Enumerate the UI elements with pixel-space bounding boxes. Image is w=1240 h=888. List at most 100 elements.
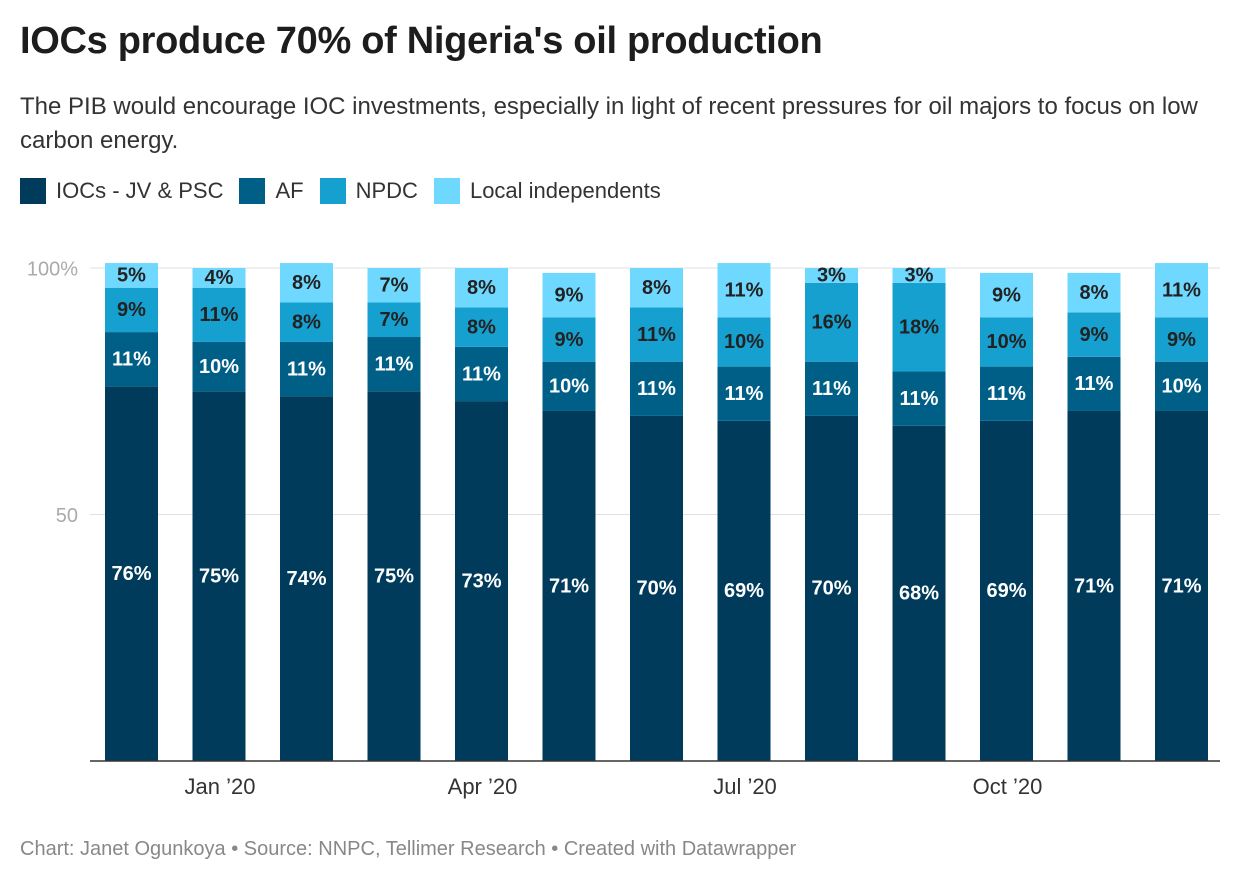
bar-segment (892, 371, 946, 426)
bar-segment (105, 332, 158, 387)
data-label: 8% (467, 316, 496, 338)
data-label: 9% (992, 284, 1021, 306)
data-label: 10% (724, 331, 764, 353)
data-label: 11% (375, 353, 414, 375)
bar-segment (192, 287, 246, 342)
x-tick-label: Jul ’20 (713, 774, 777, 799)
bar-segment (455, 307, 508, 347)
bar-segment (980, 272, 1033, 318)
bar-segment (1155, 410, 1208, 761)
data-label: 10% (199, 356, 239, 378)
bar-segment (1067, 272, 1121, 313)
bar-segment (192, 391, 246, 761)
data-label: 74% (286, 568, 326, 590)
data-label: 8% (292, 312, 321, 334)
bar-segment (1155, 361, 1208, 411)
data-label: 9% (555, 284, 584, 306)
bar-segment (280, 341, 333, 397)
data-label: 70% (811, 578, 851, 600)
bar-segment (717, 317, 771, 367)
legend-item-local: Local independents (433, 178, 661, 204)
data-label: 73% (461, 570, 501, 592)
bar-segment (367, 337, 421, 392)
legend-item-npdc: NPDC (319, 178, 418, 204)
data-label: 11% (725, 279, 764, 301)
bar-segment (630, 361, 683, 416)
data-label: 4% (205, 267, 234, 289)
y-tick-label: 100% (27, 258, 78, 280)
data-label: 16% (811, 312, 851, 334)
bar-segment (805, 282, 858, 362)
data-label: 11% (287, 358, 326, 380)
data-label: 10% (1161, 376, 1201, 398)
bar-segment (892, 282, 946, 372)
y-tick-label: 50 (56, 505, 78, 527)
legend-item-iocs: IOCs - JV & PSC (20, 178, 223, 204)
bar-segment (980, 317, 1033, 367)
bar-segment (542, 361, 596, 411)
data-label: 69% (986, 580, 1026, 602)
data-label: 11% (812, 378, 851, 400)
legend-label-af: AF (275, 178, 304, 203)
data-label: 68% (899, 583, 939, 605)
data-label: 7% (380, 275, 409, 297)
bar-segment (542, 317, 596, 362)
bar-segment (542, 410, 596, 761)
bar-segment (542, 272, 596, 318)
bar-segment (630, 307, 683, 362)
bar-segment (280, 302, 333, 342)
data-label: 11% (725, 383, 764, 405)
data-label: 3% (905, 265, 934, 287)
data-label: 11% (200, 304, 239, 326)
legend-swatch-local (433, 178, 460, 204)
data-label: 9% (1080, 324, 1109, 346)
bar-segment (1067, 312, 1121, 357)
data-label: 11% (637, 378, 676, 400)
data-label: 11% (1075, 373, 1114, 395)
legend-label-local: Local independents (469, 178, 661, 203)
data-label: 8% (467, 277, 496, 299)
data-label: 8% (292, 272, 321, 294)
bar-segment (105, 287, 158, 333)
bar-segment (892, 268, 946, 283)
legend-swatch-iocs (20, 178, 46, 204)
bar-segment (280, 263, 333, 303)
bar-segment (455, 401, 508, 761)
data-label: 70% (636, 578, 676, 600)
data-label: 7% (380, 309, 409, 331)
data-label: 18% (899, 316, 939, 338)
data-label: 9% (555, 329, 584, 351)
bar-segment (105, 386, 158, 761)
bar-segment (367, 391, 421, 761)
data-label: 3% (817, 265, 846, 287)
chart-footer: Chart: Janet Ogunkoya • Source: NNPC, Te… (20, 838, 797, 860)
data-label: 75% (199, 565, 239, 587)
legend-swatch-af (239, 178, 266, 204)
bar-segment (892, 425, 946, 761)
data-label: 76% (111, 563, 151, 585)
data-label: 11% (637, 324, 676, 346)
chart-title: IOCs produce 70% of Nigeria's oil produc… (20, 20, 823, 62)
bar-segment (1155, 317, 1208, 362)
legend: IOCs - JV & PSC AF NPDC Local independen… (20, 178, 677, 204)
stacked-bar-chart: 50 100% 76% 11% 9% 5% 75% 10% 11% 4% 74% 11% 8% 8% 75%… (27, 258, 1220, 799)
bar-segment (455, 346, 508, 402)
data-label: 8% (642, 277, 671, 299)
bar-segment (805, 361, 858, 416)
bar-segment (192, 341, 246, 392)
data-label: 8% (1080, 282, 1109, 304)
bar-segment (367, 302, 421, 338)
data-label: 9% (1167, 329, 1196, 351)
data-label: 10% (549, 376, 589, 398)
bar-segment (105, 263, 158, 288)
data-label: 69% (724, 580, 764, 602)
bar-segment (805, 268, 858, 283)
legend-label-iocs: IOCs - JV & PSC (56, 178, 224, 203)
data-label: 10% (986, 331, 1026, 353)
bar-segment (1067, 356, 1121, 411)
legend-item-af: AF (239, 178, 304, 204)
bar-segment (1155, 263, 1208, 318)
bar-segment (192, 268, 246, 288)
bar-segment (805, 415, 858, 761)
bar-segment (455, 268, 508, 308)
